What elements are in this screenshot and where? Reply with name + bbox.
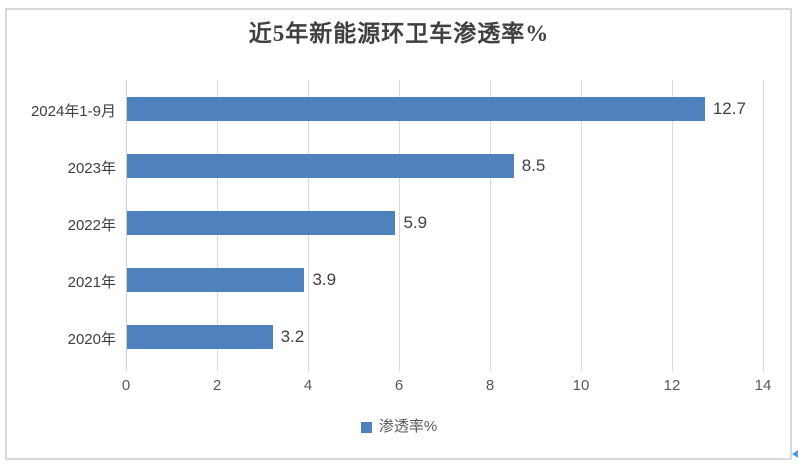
- category-label: 2021年: [67, 273, 116, 291]
- data-label: 3.9: [312, 269, 337, 289]
- category-axis-line: [126, 80, 127, 371]
- category-label: 2023年: [67, 159, 116, 177]
- category-label: 2022年: [67, 216, 116, 234]
- data-label: 3.2: [280, 326, 305, 346]
- legend: 渗透率%: [0, 419, 798, 436]
- bar: [127, 96, 705, 121]
- axis-tick: [399, 365, 400, 371]
- gridline: [581, 80, 582, 365]
- x-tick-label: 4: [303, 377, 313, 394]
- gridline: [763, 80, 764, 365]
- bar: [127, 210, 396, 235]
- gridline: [399, 80, 400, 365]
- category-label: 2024年1-9月: [30, 102, 116, 120]
- axis-tick: [217, 365, 218, 371]
- data-label: 12.7: [712, 98, 746, 118]
- axis-tick: [308, 365, 309, 371]
- gridline: [490, 80, 491, 365]
- x-tick-label: 12: [663, 377, 681, 394]
- data-label: 8.5: [521, 155, 546, 175]
- x-tick-label: 14: [754, 377, 772, 394]
- x-tick-label: 0: [121, 377, 131, 394]
- plot-area: 0 2 4 6 8 10 12 14 2024年1-9月 12.7 2023年 8.5 2022年 5.9…: [31, 80, 771, 394]
- x-tick-label: 6: [394, 377, 404, 394]
- axis-tick: [490, 365, 491, 371]
- bar: [127, 324, 273, 349]
- resize-cursor-marker: [792, 448, 798, 460]
- axis-tick: [763, 365, 764, 371]
- x-tick-label: 10: [572, 377, 590, 394]
- axis-tick: [581, 365, 582, 371]
- x-tick-label: 8: [485, 377, 495, 394]
- category-label: 2020年: [67, 330, 116, 348]
- chart-title: 近5年新能源环卫车渗透率%: [248, 21, 550, 46]
- legend-swatch: [360, 422, 372, 433]
- data-label: 5.9: [403, 212, 428, 232]
- axis-tick: [672, 365, 673, 371]
- bar: [127, 267, 305, 292]
- legend-label: 渗透率%: [378, 418, 438, 435]
- bar: [127, 153, 514, 178]
- gridline: [672, 80, 673, 365]
- x-tick-label: 2: [212, 377, 222, 394]
